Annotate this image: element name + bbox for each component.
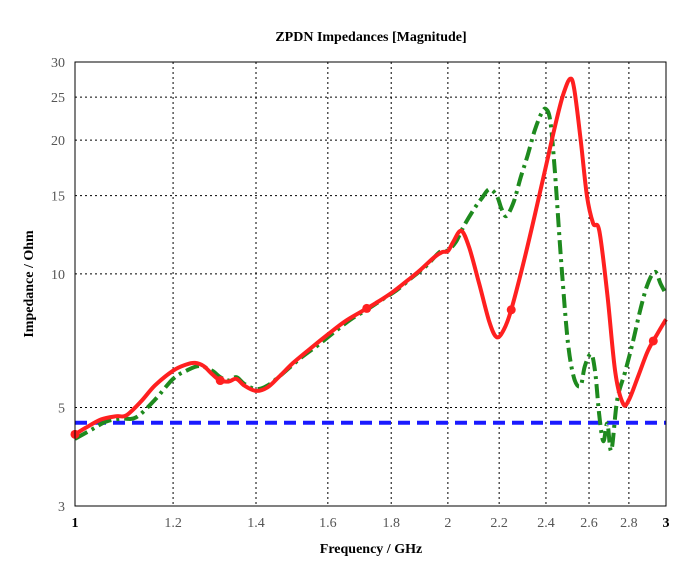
y-axis-label: Impedance / Ohm (22, 230, 37, 338)
series-marker-red (648, 336, 658, 346)
x-tick-label: 2.2 (490, 516, 508, 531)
x-tick-label: 1.8 (382, 516, 400, 531)
y-tick-label: 5 (58, 401, 65, 416)
plot-frame (74, 61, 667, 507)
chart-title: ZPDN Impedances [Magnitude] (275, 30, 466, 45)
y-tick-label: 20 (51, 134, 65, 149)
y-tick-label: 15 (51, 190, 65, 205)
y-tick-label: 25 (51, 91, 65, 106)
y-tick-label: 3 (58, 500, 65, 515)
series-marker-red (362, 303, 372, 313)
x-tick-label: 2.6 (580, 516, 598, 531)
x-tick-label: 3 (663, 516, 670, 531)
x-tick-label: 1 (72, 516, 79, 531)
series-line-green (74, 106, 668, 453)
x-tick-label: 2.8 (620, 516, 638, 531)
x-tick-label: 2.4 (537, 516, 555, 531)
x-tick-label: 2 (444, 516, 451, 531)
y-tick-label: 30 (51, 56, 65, 71)
series-line-red (73, 76, 668, 437)
x-tick-labels: 1 1.2 1.4 1.6 1.8 2 2.2 2.4 2.6 2.8 3 (72, 516, 670, 531)
x-axis-label: Frequency / GHz (320, 542, 422, 557)
series-marker-red (506, 305, 516, 315)
x-tick-label: 1.4 (247, 516, 265, 531)
x-tick-label: 1.2 (164, 516, 182, 531)
series-layer (70, 76, 668, 453)
series-marker-red (215, 376, 225, 386)
y-tick-label: 10 (51, 268, 65, 283)
x-tick-label: 1.6 (319, 516, 337, 531)
gridlines (75, 62, 666, 506)
y-tick-labels: 3 5 10 15 20 25 30 (51, 56, 65, 515)
